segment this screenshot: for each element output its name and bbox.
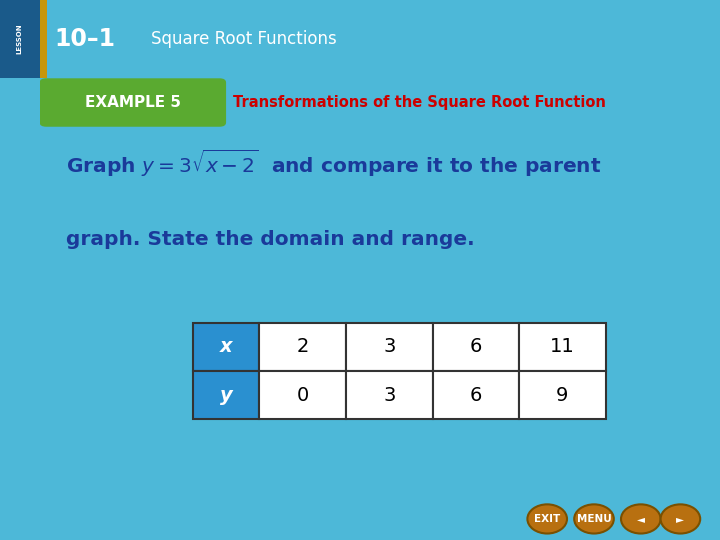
Ellipse shape [621, 504, 660, 534]
Text: 10–1: 10–1 [54, 27, 115, 51]
Text: Transformations of the Square Root Function: Transformations of the Square Root Funct… [233, 95, 606, 110]
Text: ◄: ◄ [636, 514, 645, 524]
Text: EXIT: EXIT [534, 514, 560, 524]
Text: 6: 6 [469, 338, 482, 356]
Text: ►: ► [676, 514, 685, 524]
Ellipse shape [528, 504, 567, 534]
FancyBboxPatch shape [40, 78, 226, 127]
Text: y: y [220, 386, 233, 405]
FancyBboxPatch shape [259, 322, 346, 371]
Text: 6: 6 [469, 386, 482, 405]
FancyBboxPatch shape [193, 371, 259, 420]
Bar [40, 0, 47, 78]
Bar [0, 0, 40, 78]
Text: 3: 3 [383, 386, 395, 405]
FancyBboxPatch shape [259, 371, 346, 420]
FancyBboxPatch shape [346, 322, 433, 371]
Text: 0: 0 [297, 386, 309, 405]
FancyBboxPatch shape [433, 371, 519, 420]
FancyBboxPatch shape [519, 322, 606, 371]
Ellipse shape [575, 504, 613, 534]
Text: Square Root Functions: Square Root Functions [151, 30, 337, 48]
Text: EXAMPLE 5: EXAMPLE 5 [85, 95, 181, 110]
Ellipse shape [660, 504, 700, 534]
FancyBboxPatch shape [519, 371, 606, 420]
Text: graph. State the domain and range.: graph. State the domain and range. [66, 230, 475, 249]
Text: 9: 9 [557, 386, 569, 405]
Text: MENU: MENU [577, 514, 611, 524]
Text: x: x [220, 338, 233, 356]
Text: Graph $y = 3\sqrt{x-2}$  and compare it to the parent: Graph $y = 3\sqrt{x-2}$ and compare it t… [66, 148, 601, 179]
FancyBboxPatch shape [433, 322, 519, 371]
Text: 2: 2 [297, 338, 309, 356]
FancyBboxPatch shape [346, 371, 433, 420]
FancyBboxPatch shape [193, 322, 259, 371]
Text: 11: 11 [550, 338, 575, 356]
Text: LESSON: LESSON [17, 24, 22, 55]
Text: 3: 3 [383, 338, 395, 356]
